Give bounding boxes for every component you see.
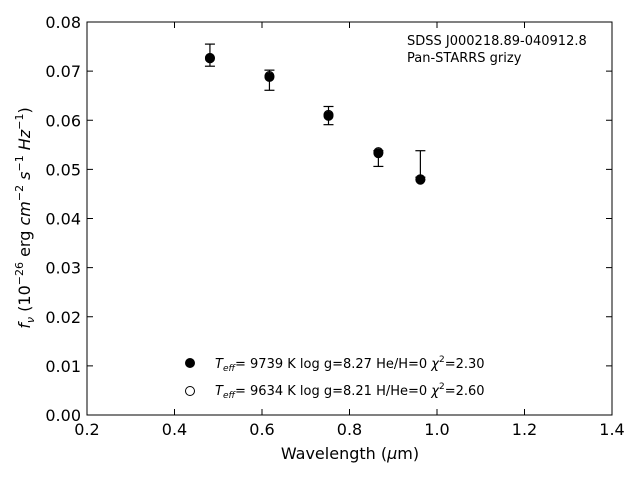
legend-entry-1-chi-value: =2.30 bbox=[445, 357, 485, 372]
y-tick-label: 0.05 bbox=[45, 160, 81, 179]
y-axis-label: fν (10−26 erg cm−2 s−1 Hz−1) bbox=[13, 107, 37, 328]
legend-teff-symbol: T bbox=[215, 384, 224, 399]
legend-teff-symbol: T bbox=[215, 357, 224, 372]
x-tick-label: 0.4 bbox=[162, 420, 187, 439]
legend-entry-2-chi-value: =2.60 bbox=[445, 384, 485, 399]
x-tick-label: 1.4 bbox=[599, 420, 624, 439]
y-tick-label: 0.04 bbox=[45, 210, 81, 229]
legend-entry-1-text: = 9739 K log g=8.27 He/H=0 bbox=[235, 357, 431, 372]
legend-chi-symbol: χ bbox=[430, 357, 440, 372]
model-point-da bbox=[373, 148, 384, 159]
legend-chi-superscript: 2 bbox=[439, 382, 445, 392]
legend-marker-filled bbox=[185, 358, 195, 368]
x-tick-label: 0.6 bbox=[249, 420, 274, 439]
annotation-object-name: SDSS J000218.89-040912.8 bbox=[407, 34, 587, 49]
legend-chi-superscript: 2 bbox=[439, 355, 445, 365]
model-point-da bbox=[415, 174, 426, 185]
model-point-da bbox=[204, 52, 215, 63]
y-tick-label: 0.01 bbox=[45, 357, 81, 376]
legend-entry-2-text: = 9634 K log g=8.21 H/He=0 bbox=[235, 384, 431, 399]
x-tick-label: 0.8 bbox=[337, 420, 362, 439]
x-axis-label: Wavelength (μm) bbox=[281, 444, 419, 463]
legend-marker-open bbox=[185, 386, 195, 396]
annotation-filter-set: Pan-STARRS grizy bbox=[407, 51, 522, 66]
y-axis-ticks: 0.00 0.01 0.02 0.03 0.04 0.05 0.06 0.07 0.08 bbox=[45, 13, 612, 425]
legend-teff-subscript: eff bbox=[223, 364, 237, 374]
legend-chi-symbol: χ bbox=[430, 384, 440, 399]
x-tick-label: 1.0 bbox=[424, 420, 449, 439]
legend-entry-2: Teff= 9634 K log g=8.21 H/He=0 χ2=2.60 bbox=[215, 382, 485, 401]
model-point-da bbox=[264, 72, 275, 83]
error-bars bbox=[204, 43, 426, 178]
y-tick-label: 0.06 bbox=[45, 111, 81, 130]
legend: Teff= 9739 K log g=8.27 He/H=0 χ2=2.30 T… bbox=[185, 355, 485, 401]
y-tick-label: 0.02 bbox=[45, 308, 81, 327]
y-tick-label: 0.08 bbox=[45, 13, 81, 32]
legend-entry-1: Teff= 9739 K log g=8.27 He/H=0 χ2=2.30 bbox=[215, 355, 485, 374]
x-axis-ticks: 0.2 0.4 0.6 0.8 1.0 1.2 1.4 bbox=[74, 22, 625, 439]
data-points bbox=[204, 52, 426, 185]
legend-teff-subscript: eff bbox=[223, 391, 237, 401]
y-tick-label: 0.07 bbox=[45, 62, 81, 81]
model-point-da bbox=[323, 110, 334, 121]
y-tick-label: 0.03 bbox=[45, 259, 81, 278]
chart-annotation: SDSS J000218.89-040912.8 Pan-STARRS griz… bbox=[407, 34, 587, 66]
x-tick-label: 1.2 bbox=[512, 420, 537, 439]
y-tick-label: 0.00 bbox=[45, 406, 81, 425]
x-tick-label: 0.2 bbox=[74, 420, 99, 439]
